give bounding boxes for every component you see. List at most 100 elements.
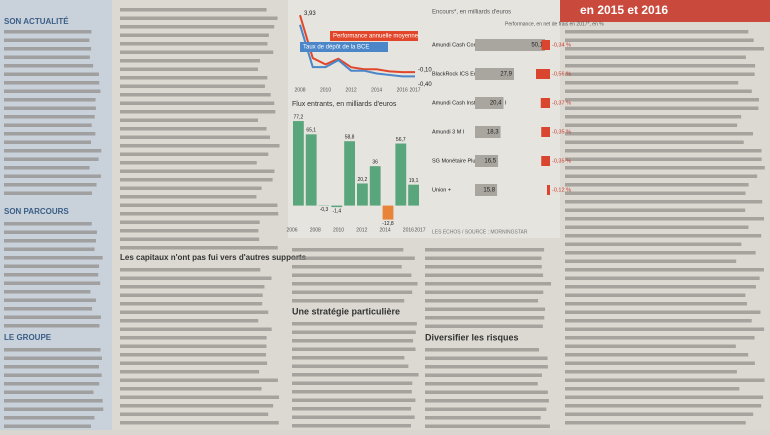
text-line	[292, 339, 413, 343]
x-tick-label: 2012	[356, 227, 367, 233]
text-line	[4, 183, 97, 187]
text-line	[425, 357, 548, 361]
newspaper-page: en 2015 et 2016 SON ACTUALITÉ SON PARCOU…	[0, 0, 770, 430]
text-line	[565, 396, 763, 400]
text-line	[565, 200, 762, 204]
encours-label: 20,4	[490, 101, 502, 107]
text-line	[565, 217, 764, 221]
table-header: Performance, en net de frais en 2017*, e…	[505, 21, 604, 27]
x-tick-label: 2010	[320, 87, 331, 93]
text-line	[120, 119, 258, 123]
bar-label: -1,4	[332, 208, 341, 214]
text-line	[4, 248, 95, 252]
text-line	[120, 238, 259, 242]
text-line	[425, 365, 548, 369]
encours-label: 15,8	[483, 188, 495, 194]
text-line	[292, 382, 412, 386]
x-tick-label: 2014	[371, 87, 382, 93]
text-line	[292, 291, 412, 295]
text-line	[4, 73, 99, 77]
text-line	[4, 90, 100, 94]
text-line	[4, 357, 102, 361]
text-line	[565, 209, 745, 213]
text-line	[425, 325, 543, 329]
text-line	[565, 268, 764, 272]
perf-label: -0,56 %	[552, 71, 571, 77]
text-line	[4, 166, 90, 170]
text-line	[120, 311, 268, 315]
text-line	[120, 178, 273, 182]
text-line	[565, 56, 746, 60]
text-line	[565, 30, 748, 34]
text-line	[565, 353, 748, 357]
text-line	[565, 192, 746, 196]
text-line	[120, 76, 267, 80]
text-line	[565, 302, 747, 306]
text-line	[292, 265, 402, 269]
text-line	[565, 260, 736, 264]
text-line	[120, 68, 258, 72]
text-line	[120, 277, 272, 281]
text-line	[292, 373, 419, 377]
text-line	[120, 34, 269, 38]
point-label: -0,40	[418, 82, 432, 88]
bar-label: 77,2	[294, 114, 304, 120]
text-line	[292, 274, 411, 278]
text-line	[120, 379, 278, 383]
text-line	[425, 274, 543, 278]
text-line	[425, 408, 546, 412]
text-line	[565, 336, 755, 340]
text-line	[292, 356, 404, 360]
perf-bar	[541, 98, 550, 108]
section-heading: SON ACTUALITÉ	[4, 17, 69, 26]
text-line	[120, 353, 266, 357]
text-line	[4, 30, 91, 34]
x-tick-label: 2008	[310, 227, 321, 233]
text-line	[292, 399, 415, 403]
encours-label: 16,5	[484, 159, 496, 165]
body-heading: Une stratégie particulière	[292, 306, 400, 316]
text-line	[120, 204, 277, 208]
text-line	[120, 404, 273, 408]
x-tick-label: 2016	[397, 87, 408, 93]
text-line	[292, 257, 415, 261]
text-line	[292, 407, 411, 411]
text-line	[565, 404, 761, 408]
bar	[395, 144, 406, 206]
perf-label: -0,35 %	[552, 158, 571, 164]
bar	[357, 183, 368, 205]
text-line	[4, 408, 103, 412]
perf-label: -0,12 %	[552, 187, 571, 193]
text-line	[565, 115, 741, 119]
perf-bar	[542, 40, 551, 50]
text-line	[425, 374, 542, 378]
fund-name: SG Monétaire Plus I	[432, 158, 482, 164]
bar	[293, 121, 304, 206]
fund-name: Union +	[432, 187, 451, 193]
text-line	[4, 307, 92, 311]
text-line	[4, 290, 90, 294]
text-line	[565, 175, 757, 179]
text-line	[292, 365, 408, 369]
text-line	[120, 110, 275, 114]
text-line	[565, 379, 765, 383]
section-heading: LE GROUPE	[4, 333, 52, 342]
bar-label: 20,2	[358, 177, 368, 183]
legend-label: Taux de dépôt de la BCE	[303, 45, 369, 51]
text-line	[4, 416, 94, 420]
text-line	[4, 239, 96, 243]
text-line	[565, 73, 755, 77]
text-line	[4, 425, 91, 429]
text-line	[120, 161, 257, 165]
text-line	[425, 282, 551, 286]
text-line	[120, 127, 267, 131]
text-line	[425, 416, 541, 420]
text-line	[120, 212, 278, 216]
text-line	[4, 192, 92, 196]
text-line	[425, 248, 544, 252]
text-line	[120, 268, 260, 272]
text-line	[120, 144, 280, 148]
text-line	[4, 115, 95, 119]
text-line	[120, 246, 278, 250]
text-line	[292, 299, 404, 303]
